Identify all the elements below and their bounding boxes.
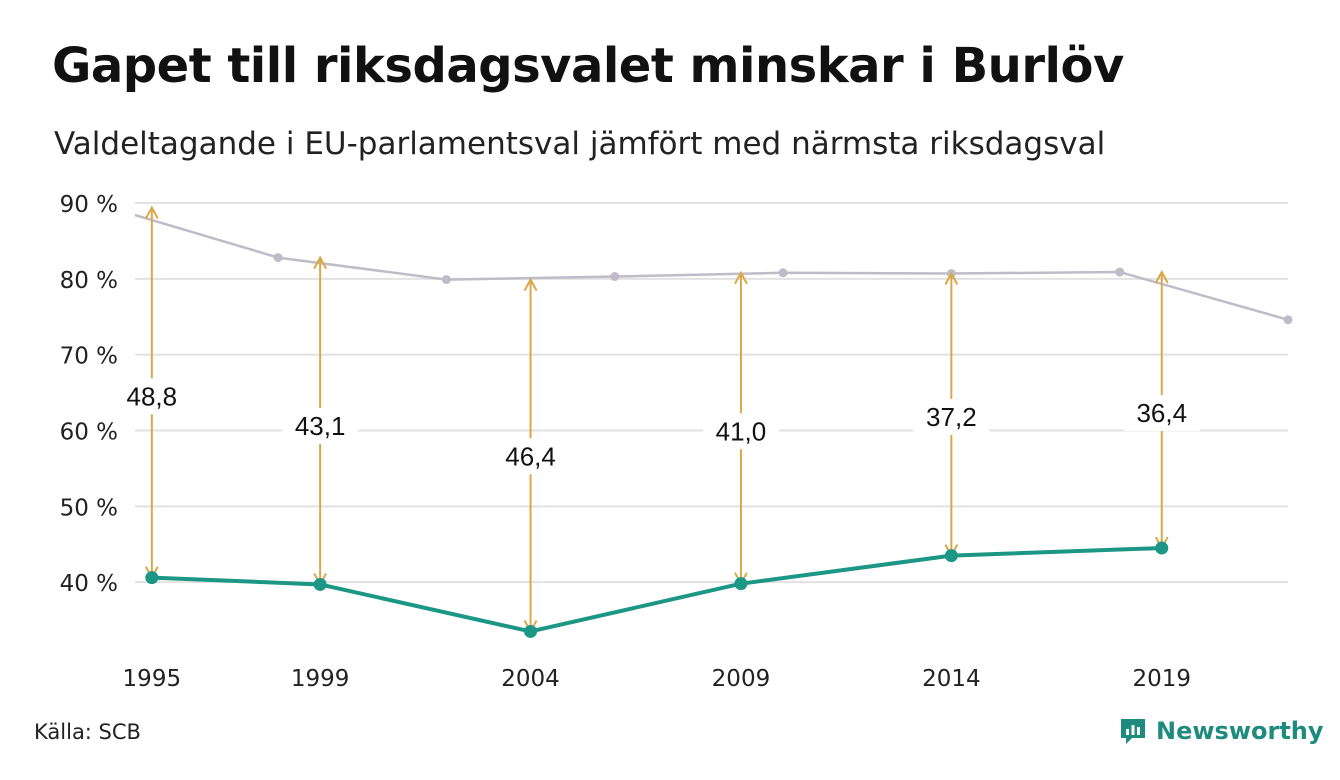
eu-point	[145, 571, 159, 585]
newsworthy-logo-icon	[1121, 719, 1145, 744]
gap-label-bg	[1123, 395, 1200, 432]
riksdag-point	[610, 272, 620, 282]
gap-label: 43,1	[295, 411, 346, 441]
gap-label-bg	[702, 413, 779, 450]
y-tick-label: 70 %	[60, 344, 118, 370]
x-tick-label: 2004	[501, 666, 560, 692]
gap-arrow-head-top	[1154, 269, 1169, 284]
y-tick-label: 90 %	[60, 192, 118, 218]
brand-logo[interactable]: Newsworthy	[1118, 714, 1324, 748]
eu-point	[734, 577, 748, 591]
y-tick-label: 40 %	[60, 571, 118, 597]
gap-label-bg	[913, 398, 990, 435]
x-tick-label: 1999	[291, 666, 350, 692]
chart-title: Gapet till riksdagsvalet minskar i Burlö…	[52, 38, 1124, 94]
gap-arrow-head-top	[144, 205, 159, 220]
gap-label: 37,2	[926, 402, 977, 432]
gap-arrow-head-top	[944, 271, 959, 286]
gap-arrow-head-top	[734, 270, 748, 285]
eu-point	[313, 577, 327, 591]
gap-labels: 48,8 43,1 46,4 41,0 37,2 36,4	[113, 378, 1200, 475]
x-tick-label: 2009	[712, 666, 771, 692]
eu-point	[524, 624, 538, 638]
x-tick-label: 2019	[1132, 666, 1191, 692]
chart-subtitle: Valdeltagande i EU-parlamentsval jämfört…	[54, 126, 1106, 162]
x-tick-label: 2014	[922, 666, 981, 692]
source-note: Källa: SCB	[34, 720, 141, 744]
y-tick-label: 80 %	[60, 268, 118, 294]
riksdag-point	[1115, 267, 1125, 277]
y-axis-ticks: 40 % 50 % 60 % 70 % 80 % 90 %	[60, 192, 118, 597]
riksdag-point	[778, 268, 788, 278]
brand-name: Newsworthy	[1156, 717, 1324, 745]
gap-label-bg	[282, 407, 359, 444]
gap-label: 36,4	[1136, 398, 1187, 428]
y-tick-label: 60 %	[60, 420, 118, 446]
gap-label: 41,0	[716, 416, 767, 446]
eu-point	[1155, 541, 1169, 555]
riksdag-line	[135, 213, 1289, 321]
eu-line	[151, 546, 1162, 634]
gap-arrow-head-top	[313, 255, 328, 270]
eu-point	[944, 549, 958, 563]
eu-series	[145, 541, 1169, 638]
gap-label-bg	[113, 378, 190, 415]
x-axis-ticks: 1995 1999 2004 2009 2014 2019	[123, 666, 1191, 692]
grid-lines	[135, 202, 1288, 584]
gap-label-bg	[492, 438, 569, 475]
gap-arrow-head-top	[523, 277, 538, 292]
gap-label: 48,8	[127, 381, 178, 411]
riksdag-point	[273, 253, 283, 263]
y-tick-label: 50 %	[60, 495, 118, 521]
x-tick-label: 1995	[123, 666, 182, 692]
riksdag-point	[1283, 315, 1293, 325]
riksdag-series	[135, 213, 1293, 325]
gap-label: 46,4	[505, 441, 556, 471]
riksdag-point	[441, 275, 451, 285]
